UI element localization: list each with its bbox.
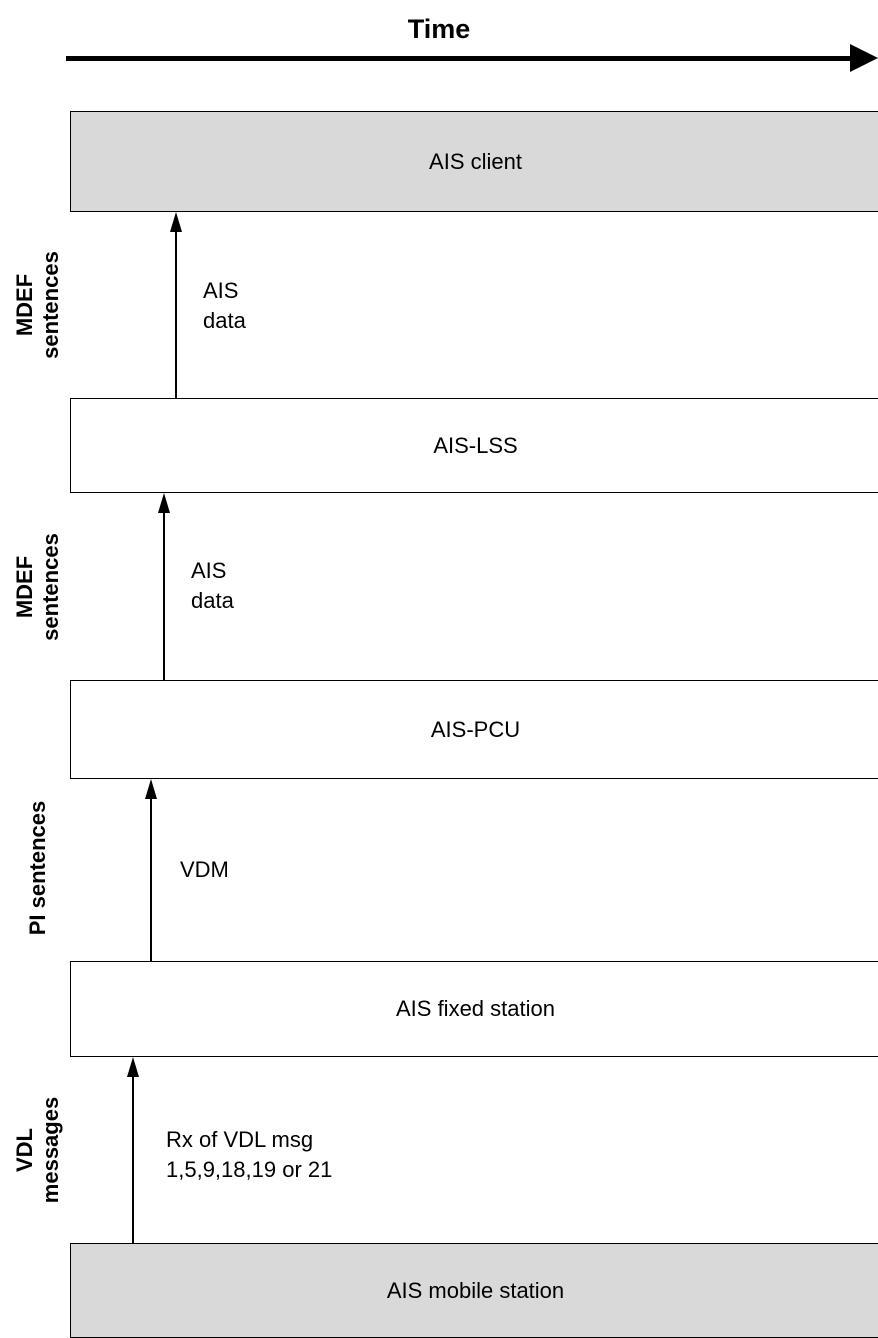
arrow-lss-to-client-head (170, 212, 182, 232)
layer-label-3-line1: PI sentences (25, 800, 50, 936)
message-lss-to-client: AIS data (203, 276, 246, 336)
time-axis-arrowhead (850, 44, 878, 72)
message-fixed-to-pcu-line1: VDM (180, 857, 229, 882)
message-lss-to-client-line2: data (203, 308, 246, 333)
layer-label-4-line1: VDL (12, 1128, 37, 1173)
message-pcu-to-lss: AIS data (191, 556, 234, 616)
ais-lss-label: AIS-LSS (433, 432, 518, 458)
arrow-mobile-to-fixed-line (132, 1073, 134, 1243)
ais-fixed-station-label: AIS fixed station (396, 996, 555, 1021)
ais-client-box: AIS client (70, 111, 878, 212)
message-pcu-to-lss-line2: data (191, 588, 234, 613)
layer-label-2-line1: MDEF (12, 555, 37, 619)
layer-label-2-line2: sentences (38, 533, 63, 641)
arrow-fixed-to-pcu-head (145, 779, 157, 799)
ais-pcu-box: AIS-PCU (70, 680, 878, 779)
message-mobile-to-fixed-line2: 1,5,9,18,19 or 21 (166, 1157, 333, 1182)
layer-label-4-line2: messages (38, 1096, 63, 1204)
arrow-fixed-to-pcu-line (150, 795, 152, 961)
arrow-lss-to-client-line (175, 228, 177, 398)
time-axis-line (66, 56, 856, 61)
arrow-pcu-to-lss-head (158, 493, 170, 513)
layer-label-1-line2: sentences (38, 251, 63, 359)
time-axis-label: Time (407, 14, 471, 44)
message-pcu-to-lss-line1: AIS (191, 558, 227, 583)
ais-lss-box: AIS-LSS (70, 398, 878, 493)
layer-label-1: MDEF sentences (12, 251, 64, 359)
layer-label-1-line1: MDEF (12, 273, 37, 337)
arrow-mobile-to-fixed-head (127, 1057, 139, 1077)
ais-client-label: AIS client (429, 148, 522, 174)
ais-pcu-label: AIS-PCU (430, 716, 521, 742)
layer-label-3: PI sentences (25, 801, 51, 936)
arrow-pcu-to-lss-line (163, 509, 165, 680)
message-lss-to-client-line1: AIS (203, 278, 239, 303)
message-fixed-to-pcu: VDM (180, 855, 229, 885)
layer-label-2: MDEF sentences (12, 533, 64, 641)
message-mobile-to-fixed-line1: Rx of VDL msg (166, 1127, 314, 1152)
layer-label-4: VDL messages (12, 1097, 64, 1203)
ais-fixed-station-box: AIS fixed station (70, 961, 878, 1057)
ais-mobile-station-label: AIS mobile station (386, 1277, 565, 1303)
message-mobile-to-fixed: Rx of VDL msg 1,5,9,18,19 or 21 (166, 1125, 332, 1185)
ais-mobile-station-box: AIS mobile station (70, 1243, 878, 1338)
